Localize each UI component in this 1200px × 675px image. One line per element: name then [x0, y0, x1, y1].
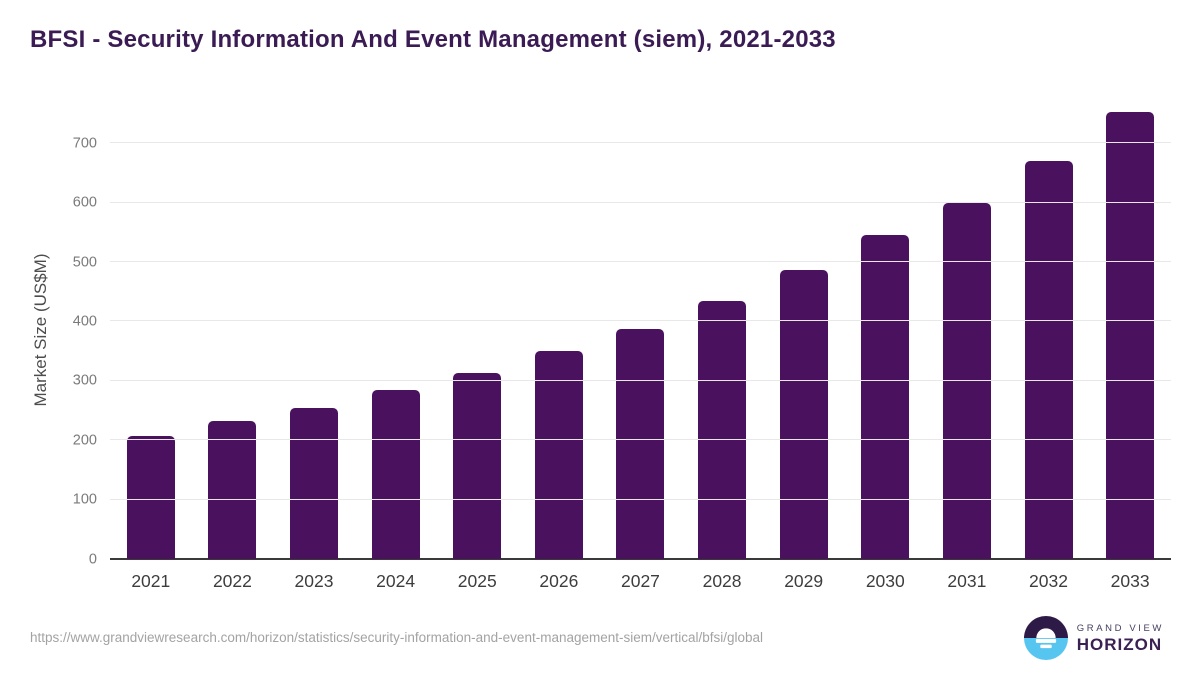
- bar-2026: [534, 351, 583, 559]
- bar-2027: [616, 328, 665, 559]
- x-tick-label-2031: 2031: [947, 571, 987, 591]
- gridline-300: [110, 379, 1171, 381]
- bar-2032: [1024, 160, 1073, 559]
- x-tick-label-2028: 2028: [702, 571, 742, 591]
- x-tick-label-2021: 2021: [131, 571, 171, 591]
- y-tick-label-500: 500: [72, 253, 97, 270]
- bar-group-2030: [844, 100, 926, 559]
- logo-grand-view-label: GRAND VIEW: [1076, 623, 1164, 634]
- x-tick-label-2033: 2033: [1110, 571, 1150, 591]
- y-tick-label-0: 0: [88, 550, 97, 567]
- y-tick-label-300: 300: [72, 372, 97, 389]
- source-url: https://www.grandviewresearch.com/horizo…: [30, 630, 764, 645]
- bar-group-2022: [192, 100, 274, 559]
- y-tick-label-200: 200: [72, 432, 97, 448]
- bar-2029: [779, 270, 828, 559]
- bar-2030: [861, 234, 910, 559]
- bar-group-2021: [110, 100, 192, 559]
- bar-2021: [126, 436, 175, 559]
- x-tick-label-2026: 2026: [539, 571, 579, 591]
- chart-title: BFSI - Security Information And Event Ma…: [30, 26, 836, 53]
- horizon-circle-icon: [1023, 616, 1068, 660]
- bar-2022: [208, 421, 257, 559]
- x-tick-label-2022: 2022: [212, 571, 252, 591]
- x-tick-label-2030: 2030: [865, 571, 905, 591]
- gridline-200: [110, 439, 1171, 441]
- x-tick-label-2025: 2025: [457, 571, 497, 591]
- bar-group-2032: [1008, 100, 1090, 559]
- y-tick-label-400: 400: [72, 313, 97, 330]
- gridline-600: [110, 201, 1171, 203]
- bar-group-2025: [436, 100, 518, 559]
- bar-group-2027: [600, 100, 682, 559]
- y-tick-label-600: 600: [72, 194, 97, 211]
- bar-group-2023: [273, 100, 355, 559]
- y-axis-title: Market Size (US$M): [31, 253, 50, 407]
- bar-group-2031: [926, 100, 1008, 559]
- x-tick-label-2027: 2027: [620, 571, 660, 591]
- y-tick-label-100: 100: [72, 491, 97, 508]
- bar-2023: [290, 407, 339, 559]
- x-tick-label-2029: 2029: [784, 571, 824, 591]
- logo-horizon-label: HORIZON: [1076, 635, 1163, 654]
- gridline-100: [110, 498, 1171, 500]
- gridline-700: [110, 142, 1171, 144]
- logo-text: GRAND VIEW HORIZON: [1077, 623, 1164, 653]
- bar-2028: [698, 301, 747, 559]
- bar-2025: [453, 372, 502, 559]
- bar-group-2024: [355, 100, 437, 559]
- bar-group-2028: [681, 100, 763, 559]
- bar-group-2033: [1089, 100, 1171, 559]
- x-axis-labels: 2021 2022 2023 2024 2025 2026 2027 2028 2029 2030…: [110, 571, 1171, 592]
- bar-series: [110, 100, 1171, 559]
- grandview-horizon-logo: GRAND VIEW HORIZON: [1023, 616, 1164, 660]
- x-tick-label-2024: 2024: [376, 571, 416, 591]
- x-axis-line: [110, 558, 1171, 560]
- x-tick-label-2032: 2032: [1029, 571, 1068, 591]
- bar-group-2029: [763, 100, 845, 559]
- bar-group-2026: [518, 100, 600, 559]
- x-tick-label-2023: 2023: [294, 571, 334, 591]
- gridline-400: [110, 320, 1171, 322]
- plot-area: 2021 2022 2023 2024 2025 2026 2027 2028 2029 2030…: [73, 100, 1171, 591]
- bar-2024: [371, 390, 420, 559]
- gridline-500: [110, 261, 1171, 263]
- bar-2033: [1106, 111, 1155, 559]
- y-tick-label-700: 700: [72, 135, 97, 152]
